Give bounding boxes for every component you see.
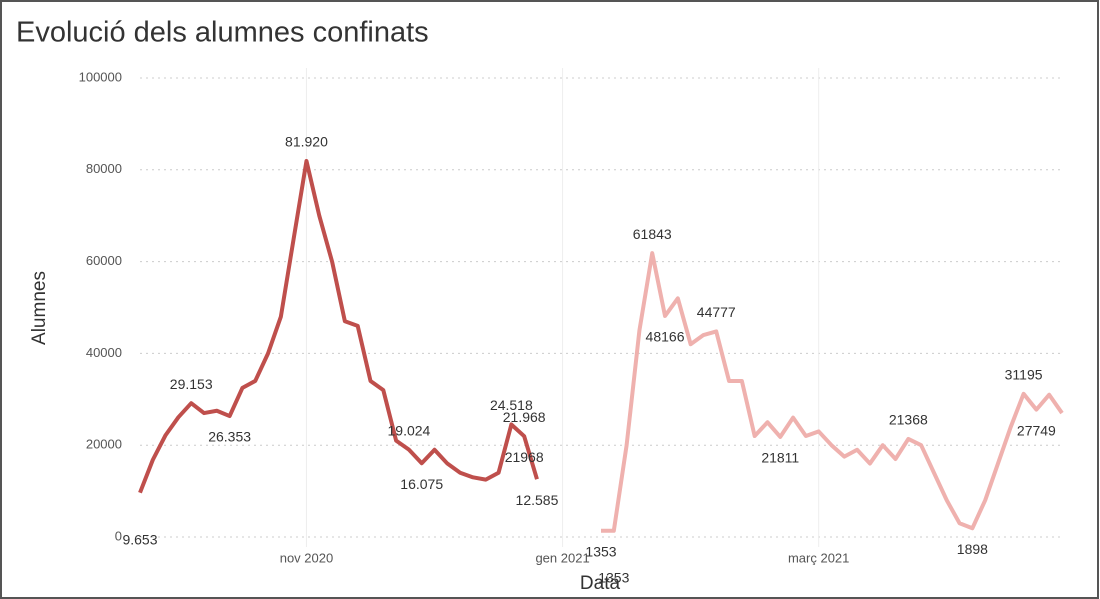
data-label: 29.153 [170, 376, 213, 392]
data-label: 16.075 [400, 476, 443, 492]
data-label: 61843 [633, 226, 672, 242]
series-line [138, 158, 539, 494]
data-label: 44777 [697, 304, 736, 320]
data-label: 1353 [585, 543, 616, 559]
data-label: 81.920 [285, 134, 328, 150]
y-axis-label: Alumnes [29, 271, 50, 345]
series-line [601, 251, 1064, 533]
y-tick-label: 20000 [86, 437, 122, 452]
y-tick-label: 0 [115, 528, 122, 543]
x-axis-label: Data [580, 573, 621, 594]
chart-title: Evolució dels alumnes confinats [16, 17, 429, 49]
data-label: 21811 [761, 450, 799, 466]
data-label: 1898 [957, 541, 988, 557]
data-label: 27749 [1017, 422, 1056, 438]
x-tick-label: nov 2020 [280, 550, 334, 565]
y-tick-label: 60000 [86, 253, 122, 268]
data-label: 19.024 [388, 422, 431, 438]
data-label: 24.518 [490, 397, 533, 413]
data-label: 21368 [889, 412, 928, 428]
data-label: 21968 [505, 449, 544, 465]
data-label: 9.653 [122, 531, 157, 547]
x-tick-label: gen 2021 [535, 550, 589, 565]
data-label: 12.585 [516, 492, 559, 508]
data-label: 1353 [598, 569, 629, 585]
x-tick-label: març 2021 [788, 550, 849, 565]
data-label: 26.353 [208, 429, 251, 445]
data-label: 21.968 [503, 409, 546, 425]
data-label: 31195 [1005, 367, 1043, 383]
y-tick-label: 100000 [79, 69, 122, 84]
y-tick-label: 40000 [86, 345, 122, 360]
y-tick-label: 80000 [86, 161, 122, 176]
data-label: 48166 [646, 329, 685, 345]
